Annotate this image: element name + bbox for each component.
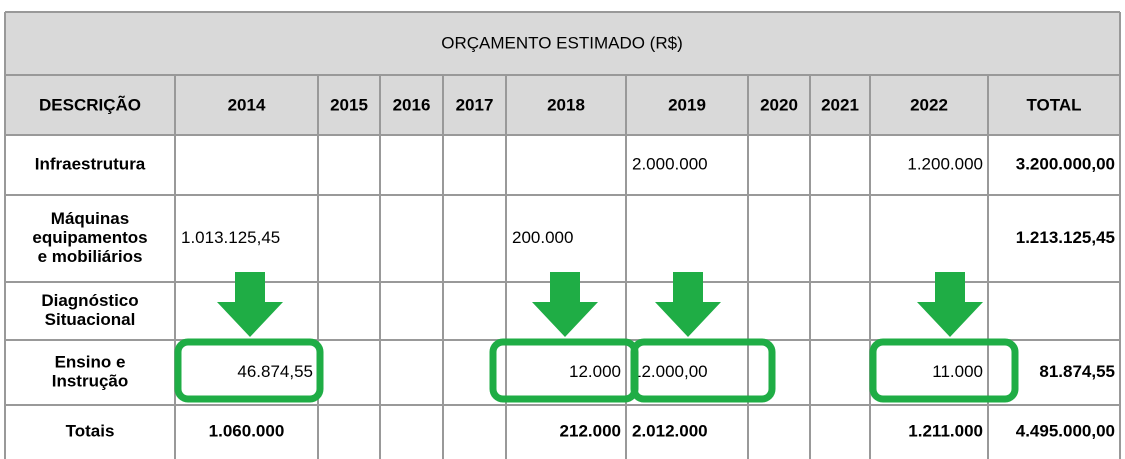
row-label: Diagnóstico [41,291,138,310]
row-label: equipamentos [32,228,147,247]
annotation-arrow [217,272,283,337]
cell-value: 81.874,55 [1039,362,1115,381]
table-title: ORÇAMENTO ESTIMADO (R$) [441,33,682,52]
column-header: 2014 [228,95,266,114]
cell-value: 200.000 [512,228,573,247]
row-label: Máquinas [51,209,129,228]
row-label: e mobiliários [38,247,143,266]
cell-value: 2.012.000 [632,421,708,440]
cell-value: 12.000 [569,362,621,381]
cell-value: 12.000,00 [632,362,708,381]
highlight-box [174,338,324,403]
cell-value: 11.000 [932,362,983,381]
annotation-arrow [655,272,721,337]
column-header: DESCRIÇÃO [39,94,141,114]
column-header: 2017 [456,95,494,114]
row-label: Instrução [52,371,129,390]
column-header: 2019 [668,95,706,114]
column-header: 2022 [910,95,948,114]
cell-value: 3.200.000,00 [1016,154,1115,173]
annotation-arrow [532,272,598,337]
cell-value: 212.000 [560,421,621,440]
annotation-arrow [917,272,983,337]
column-header: 2016 [393,95,431,114]
highlight-box [869,338,1019,403]
cell-value: 4.495.000,00 [1016,421,1115,440]
cell-value: 1.213.125,45 [1016,228,1115,247]
column-header: 2018 [547,95,585,114]
row-label: Infraestrutura [35,154,146,173]
row-label: Situacional [45,310,136,329]
column-header: 2015 [330,95,368,114]
cell-value: 46.874,55 [237,362,313,381]
column-header: TOTAL [1026,95,1081,114]
cell-value: 1.200.000 [907,154,983,173]
cell-value: 1.211.000 [908,421,983,440]
highlight-box [630,338,776,403]
column-header: 2021 [821,95,859,114]
row-label: Ensino e [55,352,126,371]
cell-value: 1.060.000 [209,421,285,440]
header-background [5,12,1120,135]
column-header: 2020 [760,95,798,114]
cell-value: 1.013.125,45 [181,228,280,247]
row-label: Totais [66,421,115,440]
cell-value: 2.000.000 [632,154,708,173]
